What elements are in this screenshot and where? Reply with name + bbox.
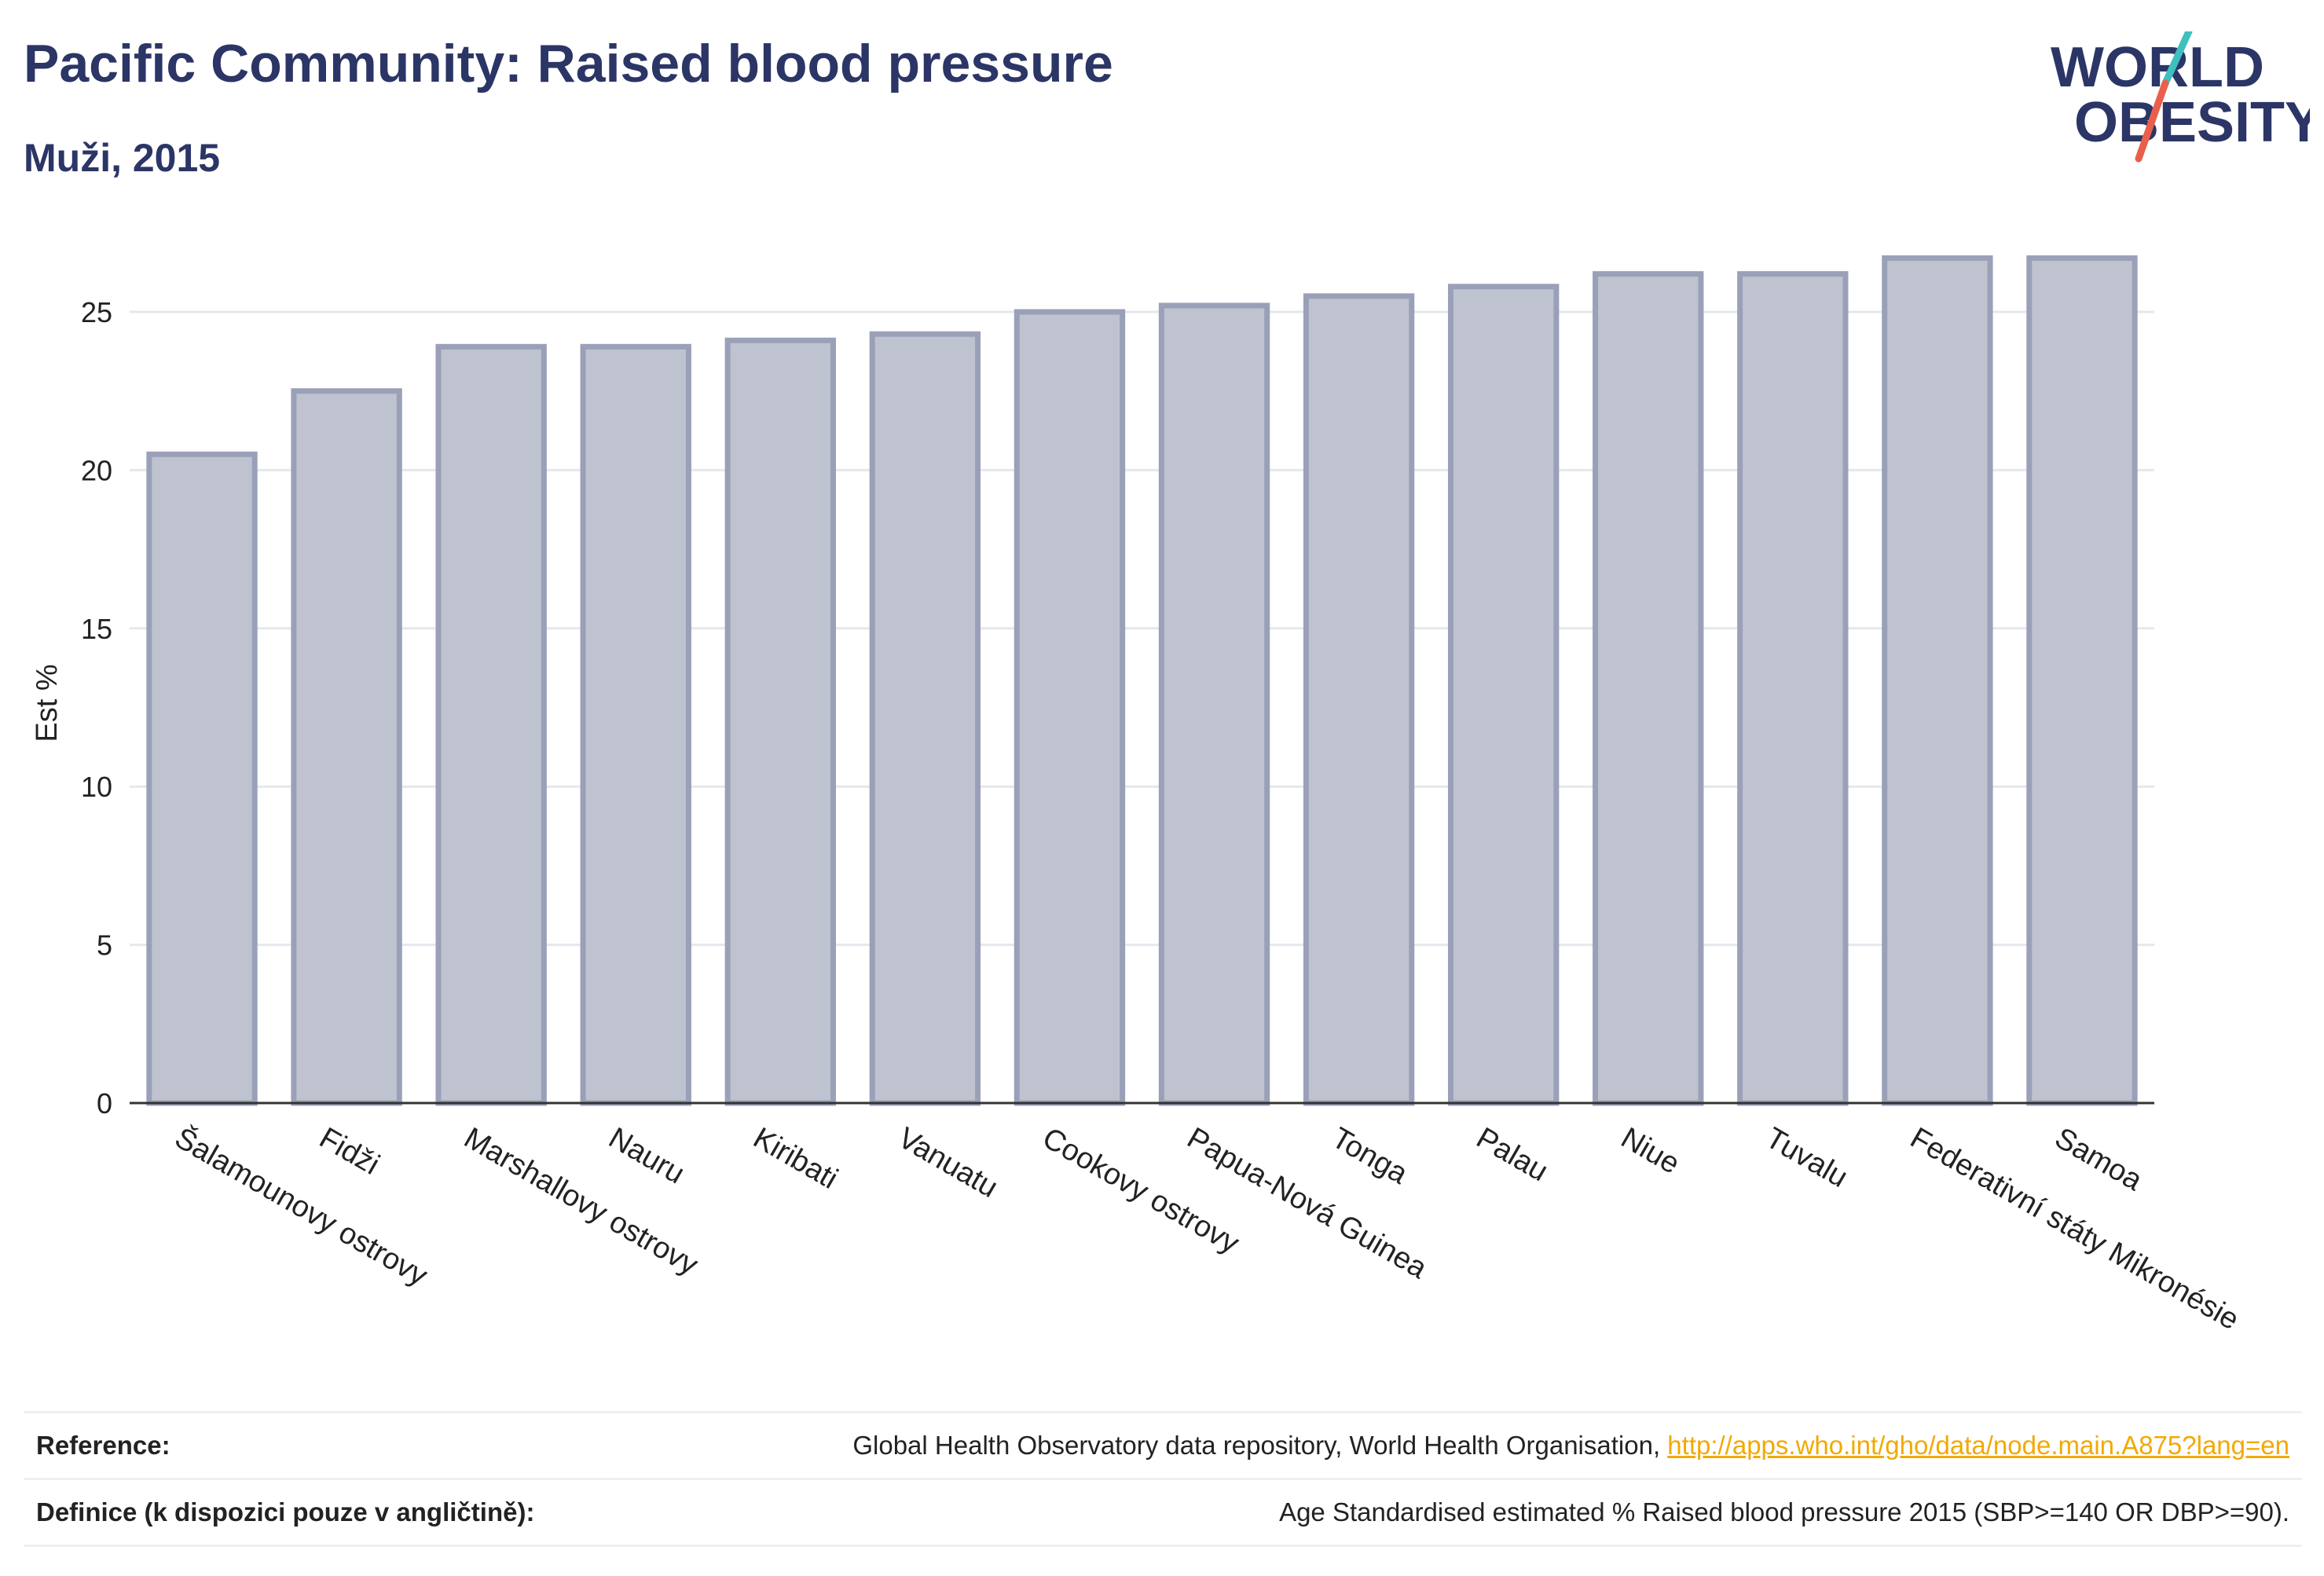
y-tick-labels: 0 5 10 15 20 25 [81, 296, 112, 1120]
bar [1447, 284, 1560, 1106]
footer-table: Reference: Global Health Observatory dat… [24, 1411, 2302, 1547]
reference-row: Reference: Global Health Observatory dat… [24, 1411, 2302, 1478]
logo-line1: WORLD [2051, 36, 2264, 99]
reference-text: Global Health Observatory data repositor… [852, 1431, 1668, 1460]
bar [869, 331, 981, 1106]
logo-slash-red [2135, 79, 2169, 163]
reference-label: Reference: [36, 1431, 170, 1460]
x-tick-label: Vanuatu [893, 1121, 1003, 1204]
bar [291, 388, 402, 1106]
bar [146, 451, 258, 1106]
y-tick-label: 20 [81, 454, 112, 486]
y-tick-label: 10 [81, 771, 112, 803]
logo-slash-teal [2161, 31, 2193, 87]
bar [1158, 302, 1270, 1106]
x-tick-label: Kiribati [748, 1121, 844, 1195]
reference-link[interactable]: http://apps.who.int/gho/data/node.main.A… [1667, 1431, 2289, 1460]
y-tick-label: 5 [97, 929, 112, 962]
y-axis-label: Est % [31, 664, 64, 742]
x-tick-label: Nauru [603, 1121, 691, 1190]
definition-value: Age Standardised estimated % Raised bloo… [1279, 1497, 2289, 1527]
bar [1882, 255, 1993, 1106]
x-tick-label: Papua-Nová Guinea [1182, 1121, 1433, 1285]
bar [1303, 293, 1415, 1106]
x-tick-label: Tuvalu [1760, 1121, 1853, 1194]
x-tick-label: Tonga [1326, 1121, 1413, 1191]
bar [435, 343, 547, 1106]
x-tick-label: Samoa [2049, 1121, 2148, 1197]
x-tick-label: Palau [1471, 1121, 1553, 1188]
chart-subtitle: Muži, 2015 [24, 136, 221, 180]
y-tick-label: 15 [81, 613, 112, 645]
bar [724, 337, 837, 1106]
x-tick-label: Niue [1615, 1121, 1685, 1180]
bar [1593, 271, 1704, 1106]
definition-label: Definice (k dispozici pouze v angličtině… [36, 1497, 535, 1527]
x-tick-label: Fidži [313, 1121, 384, 1181]
gridlines [130, 310, 2154, 947]
chart-title: Pacific Community: Raised blood pressure [24, 34, 1113, 93]
bar [1737, 271, 1849, 1106]
reference-value: Global Health Observatory data repositor… [852, 1431, 2289, 1461]
x-tick-label: Šalamounovy ostrovy [169, 1120, 434, 1293]
bars [146, 255, 2138, 1106]
bar [2026, 255, 2138, 1106]
definition-row: Definice (k dispozici pouze v angličtině… [24, 1478, 2302, 1547]
bar [580, 343, 691, 1106]
y-tick-label: 0 [97, 1087, 112, 1120]
bar [1014, 309, 1126, 1106]
world-obesity-logo: WORLD OBESITY [2051, 31, 2310, 163]
y-tick-label: 25 [81, 296, 112, 328]
logo-line2: OBESITY [2074, 91, 2310, 154]
x-tick-label: Marshallovy ostrovy [458, 1121, 703, 1281]
